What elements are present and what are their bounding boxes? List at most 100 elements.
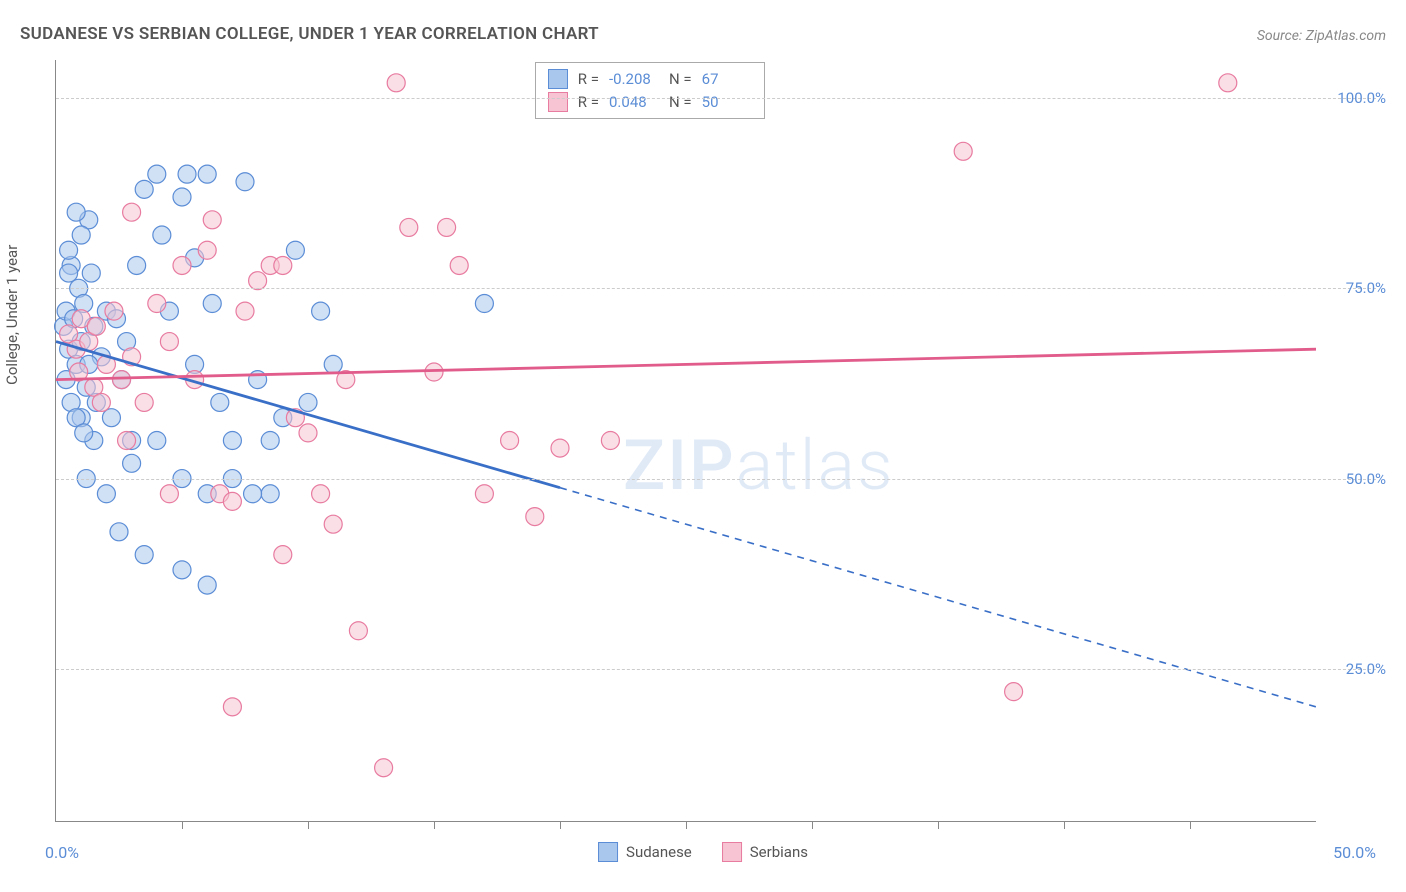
scatter-point — [173, 188, 191, 206]
scatter-point — [87, 317, 105, 335]
chart-container: SUDANESE VS SERBIAN COLLEGE, UNDER 1 YEA… — [0, 0, 1406, 892]
scatter-point — [60, 241, 78, 259]
stat-r-label: R = — [578, 68, 599, 91]
plot-area: ZIPatlas R =-0.208N =67R =0.048N =50 25.… — [55, 60, 1316, 822]
scatter-point — [236, 302, 254, 320]
scatter-point — [102, 409, 120, 427]
scatter-point — [135, 546, 153, 564]
x-tick — [434, 821, 435, 829]
stat-r-label: R = — [578, 91, 599, 114]
legend-swatch-icon — [548, 69, 568, 89]
scatter-point — [312, 302, 330, 320]
x-tick — [812, 821, 813, 829]
scatter-point — [75, 424, 93, 442]
legend-swatch-icon — [598, 842, 618, 862]
scatter-point — [551, 439, 569, 457]
legend-swatch-icon — [722, 842, 742, 862]
scatter-point — [178, 165, 196, 183]
x-tick — [182, 821, 183, 829]
scatter-point — [400, 218, 418, 236]
scatter-point — [97, 485, 115, 503]
scatter-point — [954, 142, 972, 160]
y-tick-label: 100.0% — [1337, 89, 1386, 107]
scatter-point — [375, 759, 393, 777]
scatter-point — [67, 203, 85, 221]
stat-row: R =-0.208N =67 — [548, 68, 752, 91]
scatter-point — [82, 264, 100, 282]
scatter-point — [299, 424, 317, 442]
scatter-point — [135, 180, 153, 198]
scatter-point — [299, 393, 317, 411]
scatter-point — [387, 74, 405, 92]
gridline-h — [56, 479, 1376, 480]
y-axis-label: College, Under 1 year — [3, 245, 21, 385]
x-tick — [308, 821, 309, 829]
scatter-point — [173, 561, 191, 579]
scatter-point — [1005, 683, 1023, 701]
scatter-point — [153, 226, 171, 244]
scatter-point — [203, 211, 221, 229]
scatter-point — [110, 523, 128, 541]
legend-swatch-icon — [548, 92, 568, 112]
scatter-point — [198, 165, 216, 183]
scatter-point — [475, 485, 493, 503]
gridline-h — [56, 288, 1376, 289]
trend-line-solid — [56, 349, 1316, 379]
scatter-point — [349, 622, 367, 640]
scatter-point — [72, 226, 90, 244]
scatter-point — [601, 432, 619, 450]
plot-svg — [56, 60, 1316, 821]
legend-label: Sudanese — [626, 843, 692, 861]
scatter-point — [211, 393, 229, 411]
scatter-point — [223, 698, 241, 716]
trend-line-dashed — [560, 488, 1316, 707]
scatter-point — [148, 295, 166, 313]
scatter-point — [113, 371, 131, 389]
scatter-point — [324, 515, 342, 533]
scatter-point — [223, 492, 241, 510]
legend-label: Serbians — [750, 843, 808, 861]
scatter-point — [123, 454, 141, 472]
scatter-point — [274, 256, 292, 274]
scatter-point — [223, 432, 241, 450]
x-tick — [686, 821, 687, 829]
scatter-point — [123, 203, 141, 221]
bottom-legend: Sudanese Serbians — [598, 842, 808, 862]
gridline-h — [56, 669, 1376, 670]
scatter-point — [244, 485, 262, 503]
scatter-point — [160, 485, 178, 503]
stat-r-value: 0.048 — [609, 91, 659, 114]
chart-title: SUDANESE VS SERBIAN COLLEGE, UNDER 1 YEA… — [20, 24, 599, 44]
x-axis-max-label: 50.0% — [1333, 843, 1376, 862]
y-tick-label: 25.0% — [1346, 660, 1386, 678]
scatter-point — [475, 295, 493, 313]
scatter-point — [324, 355, 342, 373]
scatter-point — [135, 393, 153, 411]
scatter-point — [261, 485, 279, 503]
x-tick — [560, 821, 561, 829]
scatter-point — [312, 485, 330, 503]
scatter-point — [128, 256, 146, 274]
scatter-point — [60, 264, 78, 282]
x-tick — [1190, 821, 1191, 829]
legend-item: Sudanese — [598, 842, 692, 862]
stat-n-label: N = — [669, 68, 692, 91]
legend-item: Serbians — [722, 842, 808, 862]
scatter-point — [160, 333, 178, 351]
x-tick — [1064, 821, 1065, 829]
scatter-point — [92, 393, 110, 411]
scatter-point — [261, 432, 279, 450]
stat-n-value: 67 — [702, 68, 752, 91]
scatter-point — [173, 256, 191, 274]
scatter-point — [450, 256, 468, 274]
scatter-point — [236, 173, 254, 191]
scatter-point — [118, 432, 136, 450]
x-tick — [938, 821, 939, 829]
source-label: Source: ZipAtlas.com — [1257, 28, 1386, 44]
x-axis-min-label: 0.0% — [45, 843, 79, 862]
stat-n-value: 50 — [702, 91, 752, 114]
stat-row: R =0.048N =50 — [548, 91, 752, 114]
scatter-point — [198, 576, 216, 594]
gridline-h — [56, 98, 1376, 99]
y-tick-label: 75.0% — [1346, 279, 1386, 297]
